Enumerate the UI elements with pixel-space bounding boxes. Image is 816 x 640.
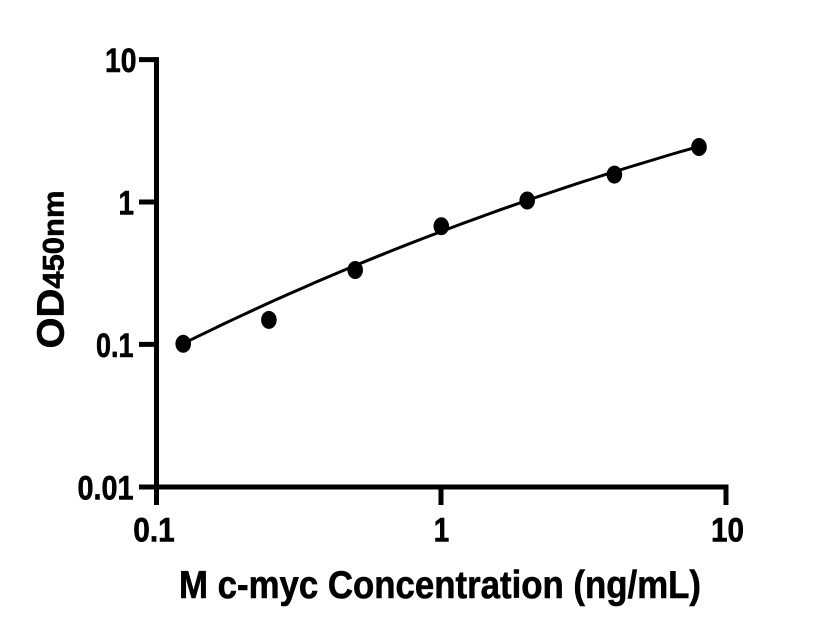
svg-text:OD450nm: OD450nm — [31, 191, 73, 349]
svg-text:1: 1 — [119, 184, 135, 222]
svg-text:1: 1 — [434, 512, 450, 550]
svg-text:M c-myc Concentration (ng/mL): M c-myc Concentration (ng/mL) — [179, 564, 701, 607]
svg-text:0.1: 0.1 — [96, 327, 134, 365]
svg-text:0.01: 0.01 — [78, 469, 134, 507]
svg-text:0.1: 0.1 — [133, 512, 175, 550]
svg-text:10: 10 — [711, 512, 744, 550]
svg-text:10: 10 — [105, 42, 137, 80]
